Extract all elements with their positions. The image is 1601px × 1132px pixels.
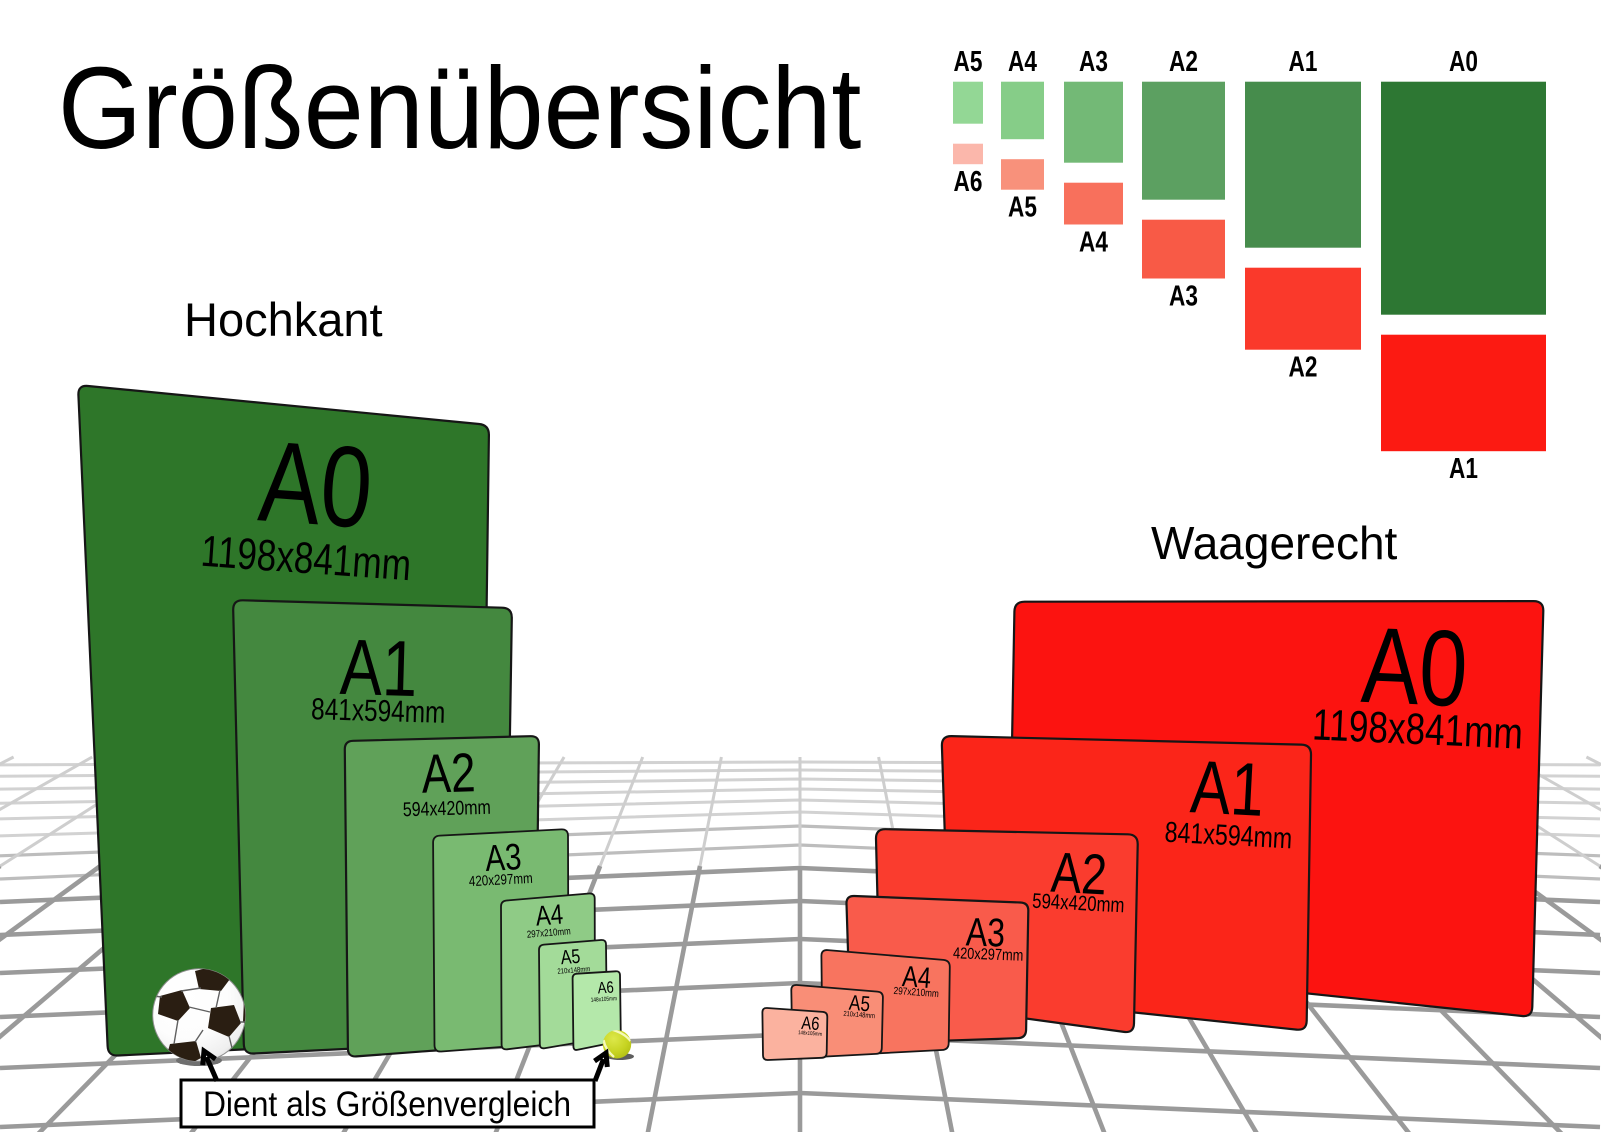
svg-text:A2: A2 [1289,350,1318,383]
svg-text:A5: A5 [1008,190,1037,223]
svg-text:A1: A1 [1289,44,1318,77]
svg-text:Waagerecht: Waagerecht [1151,517,1398,569]
svg-text:A4: A4 [1079,225,1108,258]
svg-text:A4: A4 [534,899,564,932]
svg-text:594x420mm: 594x420mm [1032,890,1125,918]
svg-text:A0: A0 [1449,44,1478,77]
svg-text:420x297mm: 420x297mm [468,870,533,890]
svg-text:A0: A0 [255,418,376,554]
svg-text:A1: A1 [1188,746,1266,833]
svg-text:A4: A4 [901,960,932,995]
svg-text:210x148mm: 210x148mm [557,966,591,976]
svg-text:1198x841mm: 1198x841mm [1311,701,1524,759]
svg-text:A3: A3 [1169,279,1198,312]
svg-text:A2: A2 [421,742,477,805]
svg-text:297x210mm: 297x210mm [526,925,571,939]
svg-text:297x210mm: 297x210mm [893,985,939,999]
svg-text:A5: A5 [560,945,581,969]
svg-text:Hochkant: Hochkant [184,293,383,346]
svg-text:A6: A6 [954,164,983,197]
svg-text:A2: A2 [1169,44,1198,77]
svg-text:A3: A3 [965,909,1006,956]
svg-text:A0: A0 [1359,604,1470,730]
svg-text:A6: A6 [801,1012,821,1034]
svg-text:148x105mm: 148x105mm [798,1030,823,1038]
svg-text:Dient als Größenvergleich: Dient als Größenvergleich [203,1086,571,1125]
svg-text:841x594mm: 841x594mm [311,692,446,730]
svg-text:A2: A2 [1050,840,1109,907]
svg-text:A1: A1 [1449,451,1478,484]
svg-text:A6: A6 [597,978,614,998]
svg-text:A3: A3 [1079,44,1108,77]
svg-text:A5: A5 [848,991,871,1017]
svg-text:A5: A5 [954,44,983,77]
svg-text:841x594mm: 841x594mm [1164,815,1293,855]
svg-text:594x420mm: 594x420mm [403,796,492,821]
svg-text:A3: A3 [484,837,522,880]
svg-text:Größenübersicht: Größenübersicht [58,43,861,172]
svg-text:210x148mm: 210x148mm [843,1010,875,1020]
svg-text:420x297mm: 420x297mm [953,945,1024,965]
svg-text:148x105mm: 148x105mm [591,996,618,1004]
svg-text:A1: A1 [339,623,419,713]
svg-text:A4: A4 [1008,44,1037,77]
